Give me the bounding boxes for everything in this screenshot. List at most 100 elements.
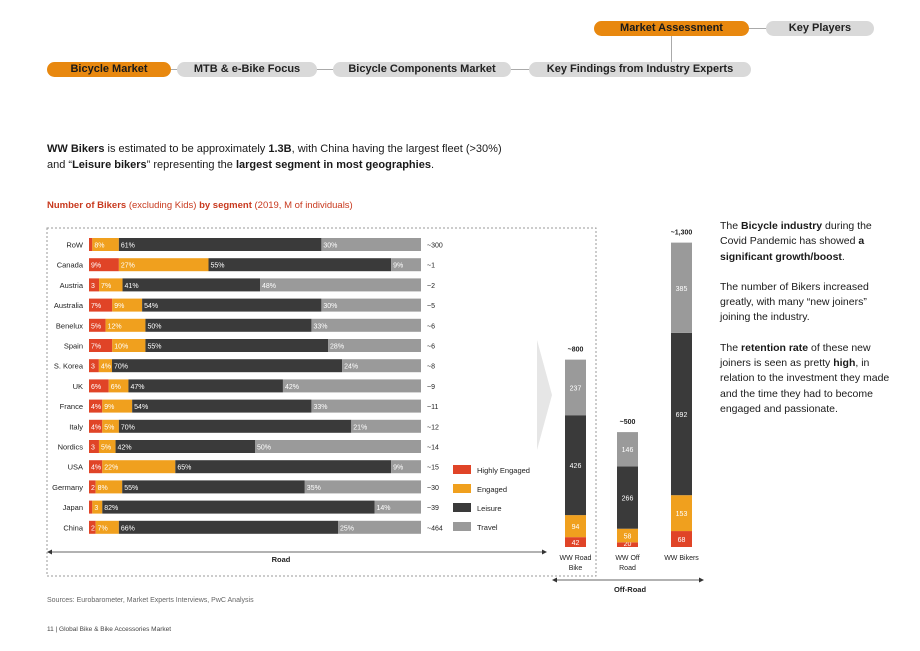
tab-bicycle-market[interactable]: Bicycle Market — [47, 62, 171, 77]
bar-value-label: 3 — [91, 283, 95, 290]
offroad-group-label: Off-Road — [614, 585, 646, 594]
intro-span: is estimated to be approximately — [104, 143, 269, 155]
column-segment — [671, 242, 692, 333]
bar-segment — [321, 298, 421, 312]
bar-value-label: 42% — [285, 384, 299, 391]
bar-value-label: 5% — [91, 323, 101, 330]
tab-mtb-ebike-focus[interactable]: MTB & e-Bike Focus — [177, 62, 317, 77]
side-bold: retention rate — [741, 341, 809, 354]
bar-segment — [112, 339, 146, 352]
bar-value-label: 10% — [114, 344, 128, 351]
column-value-label: 153 — [676, 511, 688, 518]
bar-value-label: 55% — [124, 485, 138, 492]
chevron-arrow-icon — [537, 340, 552, 450]
bar-value-label: 6% — [111, 384, 121, 391]
intro-bold: 1.3B — [268, 143, 292, 155]
bar-value-label: 14% — [377, 505, 391, 512]
side-paragraph-2: The number of Bikers increased greatly, … — [720, 280, 869, 324]
legend-label: Engaged — [477, 485, 507, 494]
nav-key-players[interactable]: Key Players — [766, 21, 874, 36]
country-label: Japan — [63, 503, 83, 512]
nav-connector — [748, 28, 768, 29]
bar-value-label: 4% — [91, 424, 101, 431]
country-label: UK — [73, 382, 83, 391]
source-note: Sources: Eurobarometer, Market Experts I… — [47, 597, 254, 604]
bar-value-label: 7% — [101, 283, 111, 290]
arrow-right-icon — [542, 549, 547, 555]
bar-segment — [311, 399, 421, 413]
bar-segment — [374, 500, 421, 514]
bar-segment — [89, 359, 99, 373]
tab-bicycle-components-market[interactable]: Bicycle Components Market — [333, 62, 511, 77]
bar-segment — [118, 238, 322, 251]
column-segment — [565, 415, 586, 516]
legend-label: Leisure — [477, 504, 502, 513]
row-total-label: ~14 — [427, 445, 439, 452]
country-label: S. Korea — [54, 362, 84, 371]
bar-segment — [89, 298, 113, 312]
legend-label: Highly Engaged — [477, 466, 530, 475]
column-category-label: Road — [619, 565, 636, 572]
tab-key-findings[interactable]: Key Findings from Industry Experts — [529, 62, 751, 77]
bar-segment — [98, 359, 113, 373]
side-bold: high — [833, 357, 856, 370]
row-total-label: ~30 — [427, 485, 439, 492]
bar-segment — [89, 460, 103, 474]
legend-swatch — [453, 484, 471, 493]
road-group-label: Road — [272, 555, 291, 564]
bar-value-label: 9% — [104, 404, 114, 411]
column-category-label: WW Off — [615, 555, 639, 562]
bar-segment — [89, 278, 100, 292]
country-label: Spain — [64, 342, 83, 351]
bar-value-label: 55% — [147, 344, 161, 351]
legend-swatch — [453, 522, 471, 531]
bar-value-label: 12% — [108, 323, 122, 330]
bar-segment — [145, 318, 312, 332]
side-span: . — [841, 250, 845, 263]
bar-segment — [89, 318, 106, 332]
bar-value-label: 33% — [313, 404, 327, 411]
row-total-label: ~1 — [427, 263, 435, 270]
bar-value-label: 3 — [94, 505, 98, 512]
column-value-label: 385 — [676, 286, 688, 293]
legend-swatch — [453, 503, 471, 512]
bar-value-label: 42% — [118, 445, 132, 452]
country-label: Canada — [57, 261, 84, 270]
side-text: The Bicycle industry during the Covid Pa… — [720, 219, 890, 432]
intro-bold: Leisure bikers — [72, 159, 147, 171]
column-category-label: WW Road — [560, 555, 592, 562]
bar-segment — [175, 460, 392, 474]
bar-value-label: 55% — [211, 263, 225, 270]
bar-segment — [391, 460, 421, 474]
row-total-label: ~5 — [427, 303, 435, 310]
bar-segment — [328, 339, 421, 352]
bar-value-label: 22% — [104, 465, 118, 472]
bar-value-label: 61% — [121, 243, 135, 250]
column-segment — [671, 495, 692, 532]
page-footer: 11 | Global Bike & Bike Accessories Mark… — [47, 626, 172, 633]
bar-value-label: 9% — [91, 263, 101, 270]
country-label: France — [60, 402, 83, 411]
country-label: RoW — [66, 241, 84, 250]
bar-value-label: 21% — [353, 424, 367, 431]
nav-market-assessment[interactable]: Market Assessment — [594, 21, 749, 36]
bar-value-label: 8% — [94, 243, 104, 250]
bar-value-label: 54% — [144, 303, 158, 310]
column-value-label: 237 — [570, 385, 582, 392]
road-frame — [46, 227, 597, 577]
bar-segment — [208, 258, 392, 272]
bar-value-label: 4% — [91, 404, 101, 411]
column-value-label: 58 — [624, 534, 632, 541]
bar-value-label: 6% — [91, 384, 101, 391]
side-paragraph-3: The retention rate of these new joiners … — [720, 341, 890, 417]
country-label: Benelux — [56, 321, 83, 330]
column-value-label: 20 — [624, 541, 632, 548]
bar-segment — [122, 480, 305, 494]
column-value-label: 426 — [570, 463, 582, 470]
intro-span: ” representing the — [146, 159, 236, 171]
bar-value-label: 54% — [134, 404, 148, 411]
bar-segment — [89, 399, 103, 413]
bar-value-label: 2 — [91, 485, 95, 492]
bar-segment — [282, 379, 421, 393]
